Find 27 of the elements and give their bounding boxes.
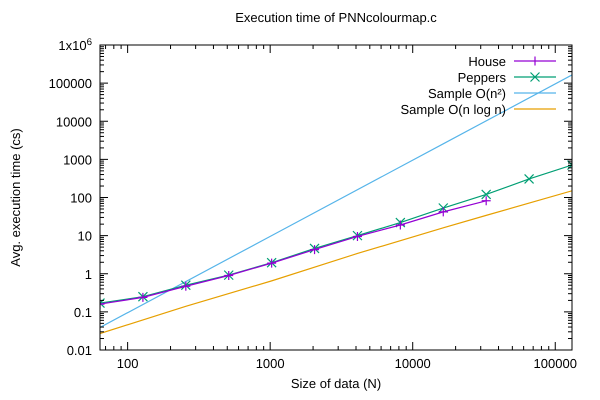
y-tick-label: 0.01 (66, 343, 92, 358)
legend-label: House (468, 54, 506, 69)
point (395, 220, 406, 230)
point (481, 189, 492, 200)
x-tick-label: 10000 (394, 356, 431, 371)
point (438, 206, 448, 217)
chart-title: Execution time of PNNcolourmap.c (235, 10, 438, 25)
y-tick-label: 1 (84, 266, 92, 282)
x-tick-label: 1000 (256, 356, 285, 371)
x-tick-label: 100 (116, 356, 138, 371)
legend-label: Peppers (458, 70, 506, 85)
y-tick-label: 0.1 (74, 304, 92, 320)
x-axis-title: Size of data (N) (290, 376, 382, 391)
y-tick-label: 10000 (56, 114, 92, 130)
point (524, 174, 534, 184)
legend-label: Sample O(n log n) (400, 102, 506, 117)
y-tick-label: 100 (70, 190, 92, 206)
point (395, 217, 406, 228)
y-tick-label: 1000 (63, 152, 92, 168)
point (438, 202, 448, 214)
y-tick-label: 100000 (48, 76, 92, 92)
y-tick-label: 1x10$^{6}$ (58, 36, 92, 53)
x-tick-label: 100000 (534, 356, 577, 371)
legend-label: Sample O(n²) (428, 86, 506, 101)
point (481, 196, 492, 206)
y-tick-label: 10 (78, 228, 92, 244)
y-axis-title: Avg. execution time (cs) (8, 128, 23, 267)
